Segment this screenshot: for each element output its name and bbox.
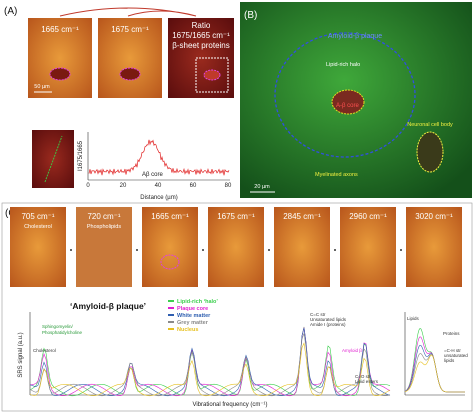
profile-curve bbox=[88, 139, 230, 176]
annotation: Proteins bbox=[443, 331, 460, 336]
image-sublabel: Phospholipids bbox=[87, 224, 121, 230]
image-label: 705 cm⁻¹ bbox=[21, 212, 54, 221]
annotation: Amyloid-β plaque bbox=[328, 33, 382, 40]
plaque-outline bbox=[274, 32, 416, 158]
legend-label: Lipid-rich ‘halo’ bbox=[177, 299, 218, 305]
image bbox=[274, 207, 330, 287]
image-label: 720 cm⁻¹ bbox=[87, 212, 120, 221]
image-label: 2845 cm⁻¹ bbox=[283, 212, 321, 221]
legend-label: White matter bbox=[177, 313, 211, 319]
image-label: Ratio bbox=[192, 21, 211, 30]
scale-label: 50 µm bbox=[34, 84, 50, 90]
panel-frame bbox=[1, 202, 473, 412]
image-label: 1665 cm⁻¹ bbox=[41, 25, 79, 34]
roi bbox=[119, 67, 141, 81]
image bbox=[142, 207, 198, 287]
image bbox=[28, 18, 92, 98]
core-outline bbox=[331, 89, 365, 115]
annotation: Aβ core bbox=[142, 172, 163, 178]
annotation: Myelinated axons bbox=[315, 172, 358, 178]
neuron-outline bbox=[416, 131, 444, 173]
spectrum bbox=[29, 342, 391, 397]
image bbox=[406, 207, 462, 287]
image-label: 1675 cm⁻¹ bbox=[111, 25, 149, 34]
image bbox=[98, 18, 162, 98]
separator bbox=[70, 249, 72, 251]
separator bbox=[400, 249, 402, 251]
panel-label: (B) bbox=[244, 10, 257, 21]
legend-swatch bbox=[168, 314, 174, 316]
image bbox=[76, 207, 132, 287]
image bbox=[340, 207, 396, 287]
separator bbox=[136, 249, 138, 251]
x-tick-label: 20 bbox=[120, 183, 127, 189]
image-label: 1665 cm⁻¹ bbox=[151, 212, 189, 221]
roi bbox=[160, 254, 180, 270]
plaque-title: ‘Amyloid-β plaque’ bbox=[70, 301, 146, 311]
annotation: Amyloid β bbox=[342, 348, 362, 353]
annotation: A-β core bbox=[336, 103, 359, 109]
annotation: Cholesterol bbox=[33, 348, 56, 353]
legend-label: Nucleus bbox=[177, 327, 198, 333]
image-sublabel: Cholesterol bbox=[24, 224, 52, 230]
legend-swatch bbox=[168, 328, 174, 330]
spectrum-inset bbox=[404, 327, 465, 393]
image-label: 1675 cm⁻¹ bbox=[217, 212, 255, 221]
profile-line bbox=[44, 135, 63, 183]
arrow bbox=[59, 7, 197, 17]
annotation: Sphingomyelin/ bbox=[42, 324, 74, 329]
image-label: 2960 cm⁻¹ bbox=[349, 212, 387, 221]
annotation: Lipids bbox=[407, 316, 420, 321]
panel-label: (A) bbox=[4, 6, 17, 17]
image bbox=[10, 207, 66, 287]
image-label: 3020 cm⁻¹ bbox=[415, 212, 453, 221]
x-tick-label: 80 bbox=[225, 183, 232, 189]
annotation: lipids bbox=[444, 358, 455, 363]
x-tick-label: 60 bbox=[190, 183, 197, 189]
roi bbox=[49, 67, 71, 81]
annotation: Amide I (proteins) bbox=[310, 322, 346, 327]
axis-title: Vibrational frequency (cm⁻¹) bbox=[192, 402, 267, 408]
separator bbox=[334, 249, 336, 251]
annotation: Unsaturated lipids bbox=[310, 317, 347, 322]
x-tick-label: 0 bbox=[86, 183, 90, 189]
image-label: β-sheet proteins bbox=[172, 41, 230, 50]
legend-label: Plaque core bbox=[177, 306, 208, 312]
annotation: unsaturated bbox=[444, 353, 468, 358]
spectrum bbox=[29, 326, 391, 397]
axis-title: SRS signal (a.u.) bbox=[18, 332, 24, 377]
spectrum bbox=[29, 327, 391, 397]
roi bbox=[203, 69, 221, 81]
legend-swatch bbox=[168, 321, 174, 323]
legend-swatch bbox=[168, 307, 174, 309]
annotation: C=O str bbox=[355, 374, 371, 379]
axis-title: Distance (µm) bbox=[140, 195, 177, 201]
image-label: 1675/1665 cm⁻¹ bbox=[172, 31, 230, 40]
x-tick-label: 40 bbox=[155, 183, 162, 189]
annotation: Phosphatidylcholine bbox=[42, 330, 83, 335]
annotation: Lipid esters bbox=[355, 379, 379, 384]
scale-label: 20 µm bbox=[254, 184, 270, 190]
annotation: Lipid-rich halo bbox=[326, 62, 360, 68]
spectrum bbox=[29, 328, 391, 397]
separator bbox=[268, 249, 270, 251]
separator bbox=[202, 249, 204, 251]
axis-title: I1675/1665 bbox=[78, 140, 84, 171]
annotation: C=C str bbox=[310, 312, 326, 317]
spectrum-inset bbox=[404, 354, 465, 393]
annotation: =C-H str bbox=[444, 348, 461, 353]
annotation: Neuronal cell body bbox=[407, 122, 453, 128]
legend-label: Grey matter bbox=[177, 320, 209, 326]
image bbox=[208, 207, 264, 287]
roi bbox=[195, 57, 229, 93]
legend-swatch bbox=[168, 300, 174, 302]
